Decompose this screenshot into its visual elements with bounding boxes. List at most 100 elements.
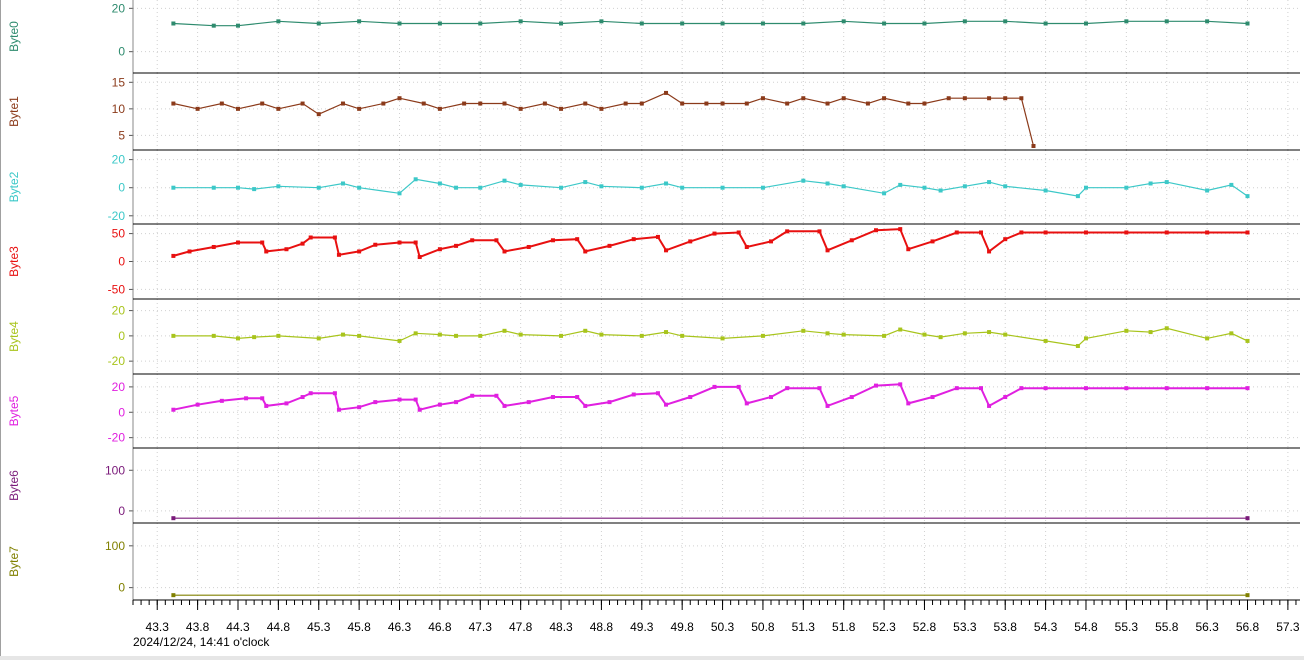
data-point-byte3 bbox=[664, 248, 669, 253]
data-point-byte4 bbox=[316, 336, 321, 341]
data-point-byte4 bbox=[1164, 326, 1169, 331]
data-point-byte2 bbox=[211, 185, 216, 190]
data-point-byte1 bbox=[760, 96, 765, 101]
data-point-byte1 bbox=[680, 101, 685, 106]
data-point-byte1 bbox=[421, 101, 426, 106]
data-point-byte3 bbox=[264, 249, 269, 254]
data-point-byte4 bbox=[454, 333, 459, 338]
data-point-byte0 bbox=[760, 21, 765, 26]
data-point-byte4 bbox=[211, 333, 216, 338]
data-point-byte4 bbox=[235, 336, 240, 341]
data-point-byte1 bbox=[542, 101, 547, 106]
data-point-byte4 bbox=[962, 331, 967, 336]
data-point-byte5 bbox=[1205, 386, 1210, 391]
data-point-byte2 bbox=[1148, 181, 1153, 186]
data-point-byte5 bbox=[898, 382, 903, 387]
data-point-byte4 bbox=[437, 332, 442, 337]
data-point-byte2 bbox=[1164, 180, 1169, 185]
data-point-byte3 bbox=[631, 237, 636, 242]
data-point-byte0 bbox=[397, 21, 402, 26]
data-point-byte3 bbox=[526, 244, 531, 249]
data-point-byte0 bbox=[922, 21, 927, 26]
y-tick-label: 0 bbox=[118, 255, 125, 269]
data-point-byte0 bbox=[171, 21, 176, 26]
data-point-byte2 bbox=[235, 185, 240, 190]
data-point-byte5 bbox=[417, 407, 422, 412]
data-point-byte4 bbox=[171, 333, 176, 338]
data-point-byte3 bbox=[437, 247, 442, 252]
data-point-byte5 bbox=[336, 407, 341, 412]
data-point-byte3 bbox=[336, 252, 341, 257]
data-point-byte0 bbox=[801, 21, 806, 26]
data-point-byte3 bbox=[1083, 230, 1088, 235]
data-point-byte3 bbox=[171, 253, 176, 258]
data-point-byte3 bbox=[260, 240, 265, 245]
data-point-byte1 bbox=[720, 101, 725, 106]
data-point-byte0 bbox=[1164, 19, 1169, 24]
data-point-byte5 bbox=[664, 402, 669, 407]
data-point-byte1 bbox=[171, 101, 176, 106]
data-point-byte5 bbox=[413, 397, 418, 402]
data-point-byte5 bbox=[300, 395, 305, 400]
x-tick-label: 48.3 bbox=[549, 620, 573, 634]
data-point-byte0 bbox=[478, 21, 483, 26]
data-point-byte4 bbox=[882, 333, 887, 338]
panel-label-byte0: Byte0 bbox=[7, 21, 21, 52]
y-tick-label: 20 bbox=[112, 380, 126, 394]
data-point-byte1 bbox=[502, 101, 507, 106]
data-point-byte2 bbox=[1083, 185, 1088, 190]
data-point-byte4 bbox=[898, 327, 903, 332]
data-point-byte1 bbox=[922, 101, 927, 106]
data-point-byte3 bbox=[357, 249, 362, 254]
x-tick-label: 47.8 bbox=[509, 620, 533, 634]
y-tick-label: 10 bbox=[112, 102, 126, 116]
data-point-byte0 bbox=[841, 19, 846, 24]
data-point-byte3 bbox=[987, 249, 992, 254]
data-point-byte7 bbox=[1245, 593, 1250, 598]
data-point-byte0 bbox=[211, 23, 216, 28]
data-point-byte0 bbox=[1083, 21, 1088, 26]
x-tick-label: 49.8 bbox=[670, 620, 694, 634]
data-point-byte1 bbox=[946, 96, 951, 101]
data-point-byte4 bbox=[478, 333, 483, 338]
data-point-byte1 bbox=[987, 96, 992, 101]
data-point-byte2 bbox=[664, 181, 669, 186]
data-point-byte2 bbox=[1229, 182, 1234, 187]
data-point-byte2 bbox=[680, 185, 685, 190]
y-tick-label: -20 bbox=[108, 209, 126, 223]
x-tick-label: 55.3 bbox=[1115, 620, 1139, 634]
y-tick-label: 0 bbox=[118, 329, 125, 343]
data-point-byte0 bbox=[1043, 21, 1048, 26]
data-point-byte2 bbox=[1003, 184, 1008, 189]
timestamp-label: 2024/12/24, 14:41 o'clock bbox=[133, 635, 270, 649]
data-point-byte3 bbox=[655, 234, 660, 239]
data-point-byte0 bbox=[559, 21, 564, 26]
data-point-byte3 bbox=[1164, 230, 1169, 235]
data-point-byte5 bbox=[849, 395, 854, 400]
data-point-byte2 bbox=[252, 187, 257, 192]
data-point-byte0 bbox=[1124, 19, 1129, 24]
data-point-byte5 bbox=[454, 400, 459, 405]
data-point-byte3 bbox=[874, 228, 879, 233]
data-point-byte3 bbox=[1003, 237, 1008, 242]
data-point-byte5 bbox=[655, 391, 660, 396]
data-point-byte1 bbox=[623, 101, 628, 106]
x-tick-label: 46.3 bbox=[388, 620, 412, 634]
data-point-byte5 bbox=[688, 395, 693, 400]
x-tick-label: 43.8 bbox=[186, 620, 210, 634]
data-point-byte1 bbox=[235, 106, 240, 111]
data-point-byte0 bbox=[962, 19, 967, 24]
data-point-byte4 bbox=[502, 328, 507, 333]
data-point-byte4 bbox=[276, 333, 281, 338]
data-point-byte2 bbox=[882, 191, 887, 196]
data-point-byte2 bbox=[583, 180, 588, 185]
x-tick-label: 54.8 bbox=[1074, 620, 1098, 634]
data-point-byte5 bbox=[583, 403, 588, 408]
data-point-byte2 bbox=[413, 177, 418, 182]
data-point-byte1 bbox=[478, 101, 483, 106]
data-point-byte1 bbox=[518, 106, 523, 111]
data-point-byte5 bbox=[373, 400, 378, 405]
data-point-byte3 bbox=[284, 247, 289, 252]
y-tick-label: 0 bbox=[118, 45, 125, 59]
